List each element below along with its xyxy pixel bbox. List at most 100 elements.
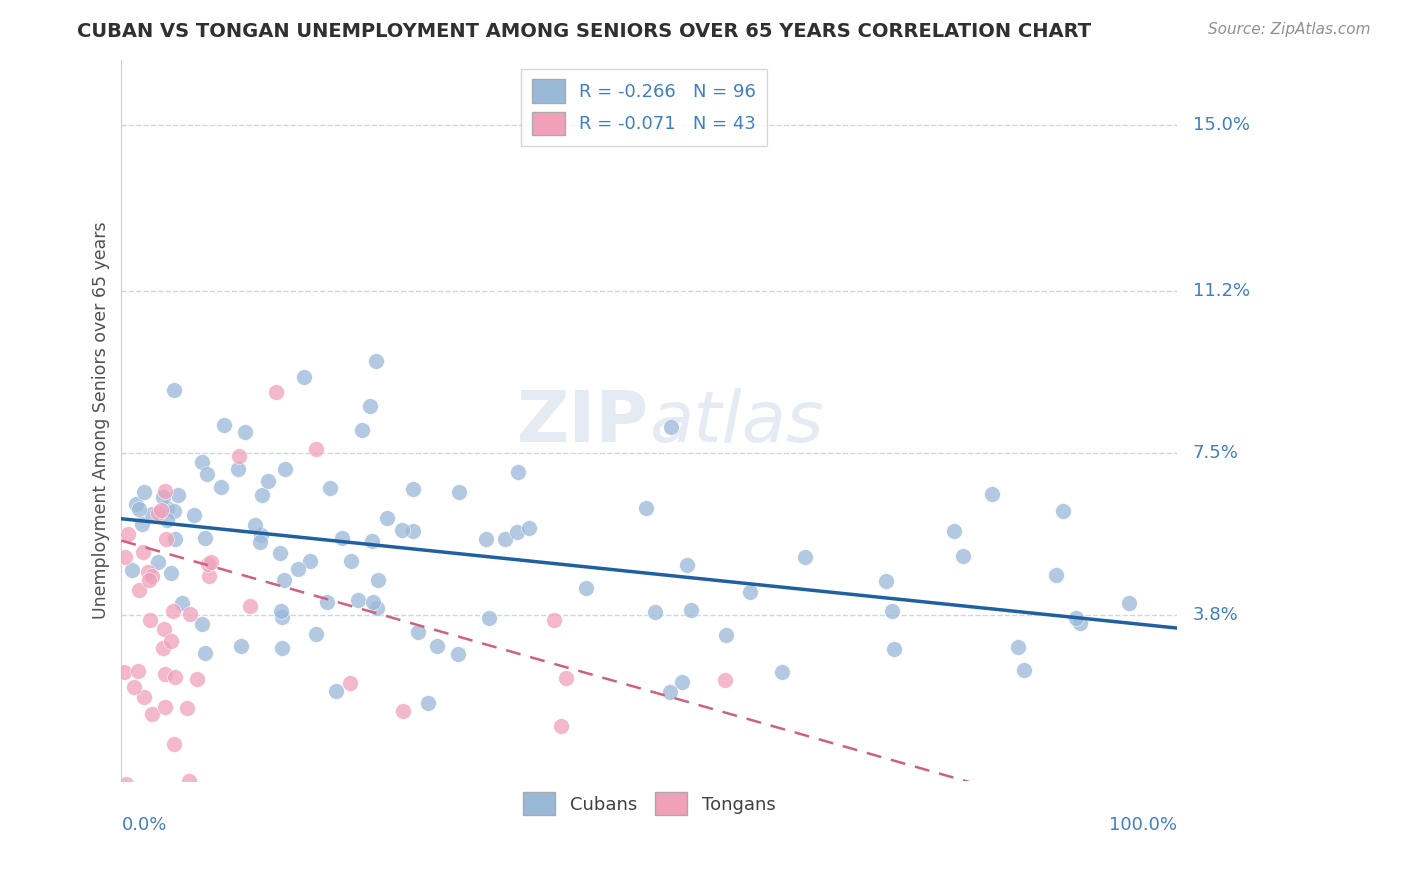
Point: [131, 545, 153, 559]
Legend: Cubans, Tongans: Cubans, Tongans: [516, 785, 783, 822]
Point: [770, 665, 793, 679]
Point: [681, 603, 703, 617]
Point: [391, 524, 413, 538]
Point: [252, 488, 274, 502]
Point: [474, 532, 496, 546]
Point: [952, 549, 974, 563]
Point: [339, 554, 361, 568]
Text: 100.0%: 100.0%: [1109, 816, 1177, 834]
Point: [153, 700, 176, 714]
Point: [880, 604, 903, 618]
Point: [159, 634, 181, 648]
Point: [274, 461, 297, 475]
Point: [163, 532, 186, 546]
Point: [155, 667, 177, 681]
Point: [659, 685, 682, 699]
Point: [176, 701, 198, 715]
Point: [163, 504, 186, 518]
Point: [794, 550, 817, 565]
Point: [292, 369, 315, 384]
Point: [347, 593, 370, 607]
Point: [270, 604, 292, 618]
Point: [644, 605, 666, 619]
Point: [233, 425, 256, 440]
Point: [114, 550, 136, 565]
Point: [377, 511, 399, 525]
Point: [325, 684, 347, 698]
Point: [339, 676, 361, 690]
Text: Source: ZipAtlas.com: Source: ZipAtlas.com: [1208, 22, 1371, 37]
Point: [167, 488, 190, 502]
Point: [575, 581, 598, 595]
Point: [115, 777, 138, 791]
Point: [366, 354, 388, 368]
Point: [250, 528, 273, 542]
Point: [543, 613, 565, 627]
Point: [128, 501, 150, 516]
Point: [183, 508, 205, 523]
Point: [447, 648, 470, 662]
Point: [191, 617, 214, 632]
Point: [273, 573, 295, 587]
Point: [195, 467, 218, 482]
Point: [136, 566, 159, 580]
Point: [152, 490, 174, 504]
Point: [359, 399, 381, 413]
Point: [124, 496, 146, 510]
Point: [243, 518, 266, 533]
Point: [1007, 640, 1029, 654]
Point: [426, 639, 449, 653]
Point: [141, 507, 163, 521]
Point: [148, 555, 170, 569]
Point: [269, 546, 291, 560]
Point: [153, 483, 176, 498]
Point: [1052, 504, 1074, 518]
Point: [124, 680, 146, 694]
Text: 11.2%: 11.2%: [1192, 283, 1250, 301]
Point: [156, 513, 179, 527]
Point: [875, 574, 897, 588]
Point: [361, 534, 384, 549]
Point: [179, 774, 201, 789]
Point: [1108, 795, 1130, 809]
Point: [112, 665, 135, 679]
Point: [943, 524, 966, 538]
Point: [152, 640, 174, 655]
Point: [131, 516, 153, 531]
Point: [121, 563, 143, 577]
Point: [367, 574, 389, 588]
Text: 3.8%: 3.8%: [1192, 606, 1239, 624]
Point: [506, 465, 529, 479]
Point: [162, 604, 184, 618]
Point: [163, 737, 186, 751]
Point: [1118, 596, 1140, 610]
Point: [229, 639, 252, 653]
Point: [156, 500, 179, 515]
Point: [671, 674, 693, 689]
Point: [402, 482, 425, 496]
Point: [447, 485, 470, 500]
Point: [257, 474, 280, 488]
Point: [392, 704, 415, 718]
Point: [506, 525, 529, 540]
Point: [305, 627, 328, 641]
Point: [550, 719, 572, 733]
Point: [675, 558, 697, 572]
Point: [478, 611, 501, 625]
Point: [316, 595, 339, 609]
Point: [200, 556, 222, 570]
Point: [228, 461, 250, 475]
Point: [212, 417, 235, 432]
Point: [319, 481, 342, 495]
Point: [128, 583, 150, 598]
Point: [1012, 663, 1035, 677]
Text: atlas: atlas: [650, 388, 824, 457]
Point: [146, 507, 169, 521]
Text: CUBAN VS TONGAN UNEMPLOYMENT AMONG SENIORS OVER 65 YEARS CORRELATION CHART: CUBAN VS TONGAN UNEMPLOYMENT AMONG SENIO…: [77, 22, 1091, 41]
Point: [1064, 611, 1087, 625]
Point: [305, 442, 328, 456]
Point: [150, 503, 173, 517]
Point: [138, 573, 160, 587]
Point: [194, 531, 217, 545]
Point: [191, 455, 214, 469]
